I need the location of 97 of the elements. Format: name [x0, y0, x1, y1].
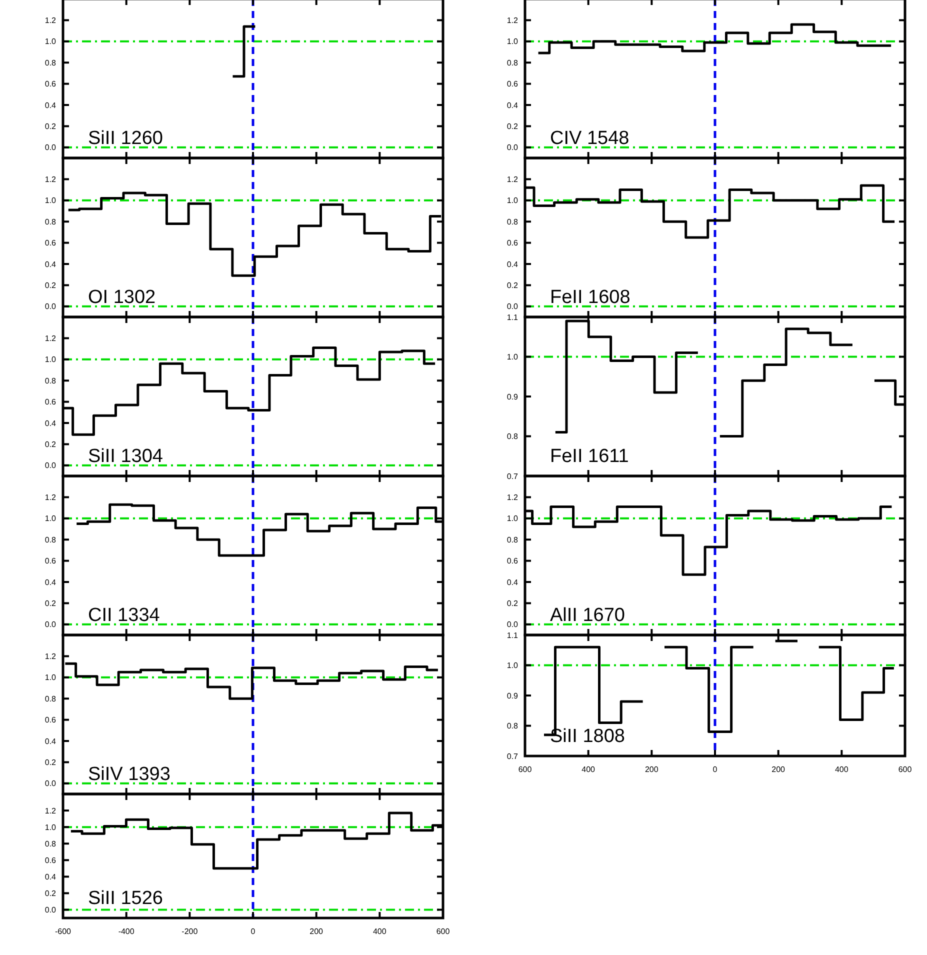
y-tick-label: 0.4	[44, 872, 57, 882]
y-tick-label: 0.9	[506, 392, 519, 402]
x-tick-label: 400	[372, 927, 387, 936]
y-tick-label: 0.0	[44, 779, 57, 788]
annotation: SiIV 1393	[88, 764, 170, 785]
y-tick-label: 0.8	[44, 58, 57, 68]
y-tick-label: 0.2	[506, 122, 519, 131]
y-tick-label: 0.9	[506, 691, 519, 700]
y-tick-label: 0.4	[506, 578, 519, 587]
y-tick-label: 1.2	[44, 806, 57, 816]
y-tick-label: 1.0	[506, 661, 519, 670]
y-tick-label: 0.6	[44, 238, 57, 248]
y-tick-label: 0.2	[44, 440, 57, 449]
y-tick-label: 1.0	[44, 822, 57, 832]
y-tick-label: 0.2	[44, 599, 57, 608]
x-tick-label: -400	[118, 927, 135, 936]
y-tick-label: 0.7	[506, 752, 519, 761]
y-tick-label: 1.0	[44, 355, 57, 364]
x-tick-label: 400	[582, 765, 596, 774]
y-tick-label: 0.8	[506, 535, 519, 544]
y-tick-label: 1.0	[506, 514, 519, 524]
y-tick-label: 0.8	[44, 217, 57, 226]
y-tick-label: 0.0	[506, 620, 519, 630]
x-tick-label: 200	[310, 927, 324, 936]
y-tick-label: 0.6	[44, 80, 57, 89]
y-tick-label: 0.4	[506, 100, 519, 110]
y-tick-label: 0.8	[44, 535, 57, 544]
y-tick-label: 1.2	[44, 334, 57, 343]
annotation: OI 1302	[88, 287, 156, 308]
annotation: SiII 1526	[88, 888, 163, 909]
y-tick-label: 0.2	[506, 281, 519, 290]
annotation: CIV 1548	[550, 128, 630, 149]
y-tick-label: 1.2	[44, 493, 57, 502]
y-tick-label: 1.0	[506, 352, 519, 362]
annotation: AlII 1670	[550, 605, 625, 626]
x-tick-label: 0	[712, 765, 718, 774]
y-tick-label: 0.6	[506, 556, 519, 566]
x-tick-label: -600	[54, 927, 72, 936]
annotation: CII 1334	[88, 605, 160, 626]
y-tick-label: 0.2	[44, 889, 57, 898]
y-tick-label: 0.8	[44, 694, 57, 704]
y-tick-label: 1.2	[44, 16, 57, 25]
y-tick-label: 0.7	[506, 472, 519, 481]
y-tick-label: 0.4	[44, 578, 57, 587]
y-tick-label: 1.1	[506, 630, 519, 640]
x-tick-label: 0	[250, 927, 256, 936]
y-tick-label: 0.4	[44, 736, 57, 746]
y-tick-label: 0.8	[44, 376, 57, 386]
y-tick-label: 0.0	[506, 302, 519, 312]
y-tick-label: 0.4	[44, 418, 57, 428]
y-tick-label: 1.2	[506, 16, 519, 25]
x-tick-label: 200	[644, 765, 659, 774]
y-tick-label: 0.6	[506, 238, 519, 248]
y-tick-label: 0.6	[44, 856, 57, 865]
y-tick-label: 0.0	[44, 143, 57, 152]
y-tick-label: 0.2	[44, 122, 57, 131]
y-tick-label: 0.8	[44, 839, 57, 848]
y-tick-label: 0.4	[44, 100, 57, 110]
y-tick-label: 1.0	[506, 37, 519, 46]
y-tick-label: 0.6	[44, 556, 57, 566]
y-tick-label: 0.4	[506, 260, 519, 269]
x-tick-label: 600	[518, 765, 532, 774]
x-tick-label: 600	[898, 765, 912, 774]
x-tick-label: 600	[436, 927, 450, 936]
y-tick-label: 1.0	[44, 673, 57, 682]
y-tick-label: 1.2	[44, 175, 57, 184]
y-tick-label: 0.8	[506, 432, 519, 442]
y-tick-label: 0.0	[44, 906, 57, 915]
y-tick-label: 0.0	[44, 302, 57, 312]
y-tick-label: 1.0	[44, 514, 57, 524]
y-tick-label: 0.0	[44, 620, 57, 630]
y-tick-label: 1.2	[44, 652, 57, 661]
y-tick-label: 0.2	[44, 281, 57, 290]
y-tick-label: 1.1	[506, 312, 519, 322]
x-tick-label: 400	[834, 765, 849, 774]
x-tick-label: 200	[772, 765, 786, 774]
y-tick-label: 0.8	[506, 217, 519, 226]
annotation: FeII 1611	[550, 446, 629, 467]
y-tick-label: 0.6	[44, 398, 57, 407]
annotation: SiII 1260	[88, 128, 163, 149]
y-tick-label: 0.0	[506, 143, 519, 152]
y-tick-label: 1.2	[506, 493, 519, 502]
x-tick-label: -200	[182, 927, 198, 936]
y-tick-label: 0.4	[44, 260, 57, 269]
annotation: SiII 1304	[88, 446, 164, 467]
y-tick-label: 0.8	[506, 722, 519, 731]
y-tick-label: 0.2	[44, 758, 57, 767]
y-tick-label: 0.2	[506, 599, 519, 608]
y-tick-label: 0.6	[506, 80, 519, 89]
y-tick-label: 0.6	[44, 716, 57, 725]
y-tick-label: 0.0	[44, 461, 57, 470]
y-tick-label: 1.0	[44, 37, 57, 46]
y-tick-label: 1.0	[506, 196, 519, 206]
y-tick-label: 1.0	[44, 196, 57, 206]
y-tick-label: 1.2	[506, 175, 519, 184]
annotation: FeII 1608	[550, 287, 630, 308]
y-tick-label: 0.8	[506, 58, 519, 68]
